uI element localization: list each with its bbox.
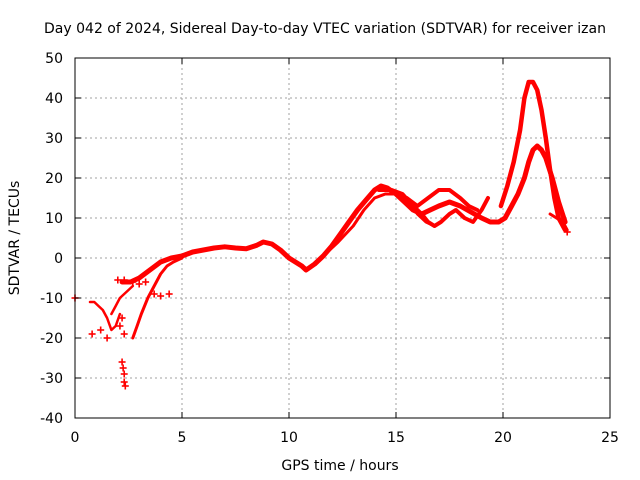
data-point — [120, 330, 128, 338]
data-point — [120, 276, 128, 284]
data-point — [97, 326, 105, 334]
series-morning-rise-b — [110, 284, 135, 316]
x-tick-labels: 0 5 10 15 20 25 — [71, 430, 619, 446]
data-point — [150, 290, 158, 298]
y-tick-label: 30 — [45, 131, 63, 147]
series-descending-arc-a — [319, 192, 436, 260]
data-point — [157, 292, 165, 300]
series-hump-arc — [404, 188, 480, 212]
data-point — [165, 290, 173, 298]
y-axis-label: SDTVAR / TECUs — [7, 181, 23, 296]
y-tick-label: -10 — [40, 291, 63, 307]
x-tick-label: 5 — [178, 430, 187, 446]
series-peak-arc — [498, 79, 568, 233]
chart-title: Day 042 of 2024, Sidereal Day-to-day VTE… — [44, 21, 606, 37]
data-point — [114, 276, 122, 284]
data-point — [103, 334, 111, 342]
y-tick-label: 50 — [45, 51, 63, 67]
tick-marks — [74, 57, 611, 419]
x-axis-label: GPS time / hours — [281, 458, 398, 474]
data-point — [116, 322, 124, 330]
data-point — [118, 358, 126, 366]
series-morning-rise-a — [131, 256, 184, 340]
y-tick-label: 40 — [45, 91, 63, 107]
y-tick-label: -40 — [40, 411, 63, 427]
y-tick-labels: -40 -30 -20 -10 0 10 20 30 40 50 — [40, 51, 63, 427]
data-point — [120, 378, 128, 386]
data-point — [120, 370, 128, 378]
y-tick-label: 0 — [54, 251, 63, 267]
grid-lines — [75, 58, 610, 418]
plot-frame — [74, 57, 611, 419]
data-point — [129, 278, 137, 286]
data-point — [135, 280, 143, 288]
x-tick-label: 25 — [601, 430, 619, 446]
x-tick-label: 15 — [387, 430, 405, 446]
x-tick-label: 0 — [71, 430, 80, 446]
y-tick-label: -30 — [40, 371, 63, 387]
series-upper-dip-arc — [376, 188, 490, 228]
series-layer — [88, 79, 569, 340]
x-tick-label: 10 — [280, 430, 298, 446]
data-point — [88, 330, 96, 338]
y-tick-label: 20 — [45, 171, 63, 187]
y-tick-label: -20 — [40, 331, 63, 347]
data-point — [121, 382, 129, 390]
data-point — [142, 278, 150, 286]
data-point — [563, 228, 571, 236]
y-tick-label: 10 — [45, 211, 63, 227]
series-main-trend — [119, 143, 568, 285]
series-late-branch — [548, 212, 569, 232]
series-left-segment — [88, 300, 122, 332]
data-point — [119, 364, 127, 372]
x-tick-label: 20 — [494, 430, 512, 446]
data-point — [118, 314, 126, 322]
